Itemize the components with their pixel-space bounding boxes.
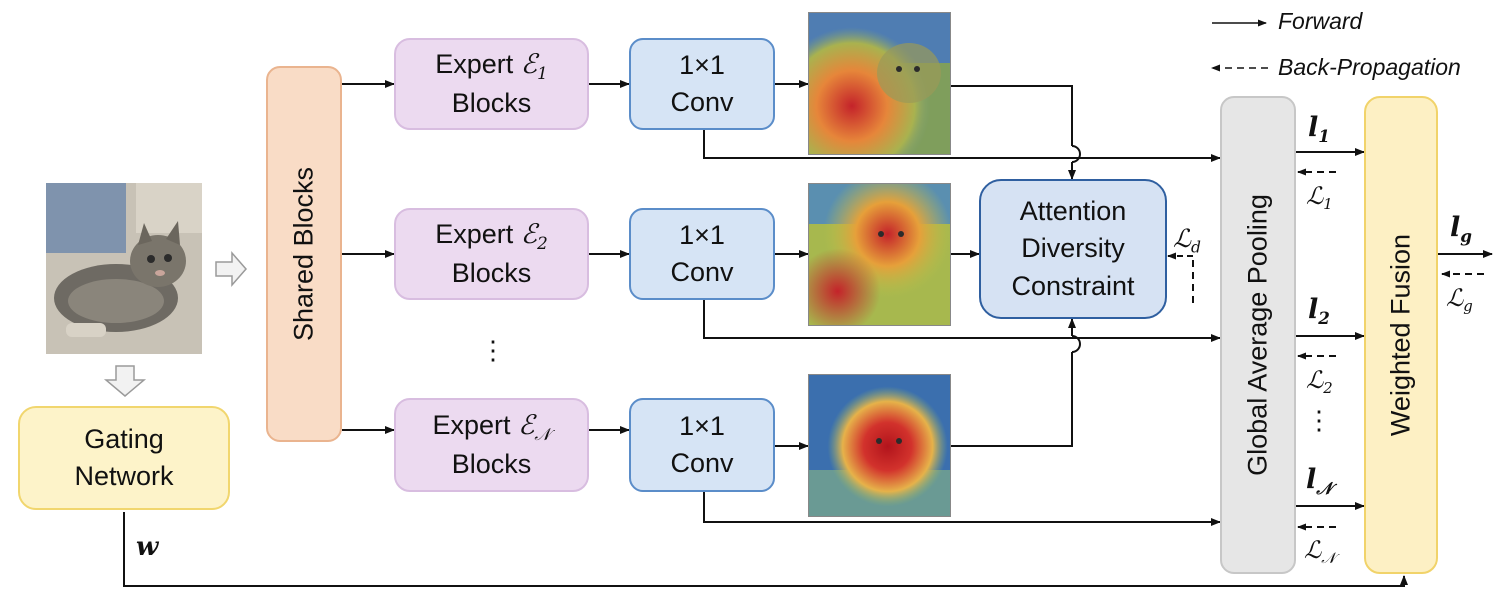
attention-line2: Diversity xyxy=(1021,233,1125,264)
global-loss-label: ℒg xyxy=(1446,284,1473,316)
legend-forward-label: Forward xyxy=(1278,8,1363,34)
global-logit-label: lg xyxy=(1450,212,1472,246)
attention-heatmap-2 xyxy=(808,183,951,326)
expert-1-symbol: ℰ xyxy=(520,48,538,80)
expert-n-title: Expert ℰ𝒩 xyxy=(432,409,551,444)
gating-weights-label: w xyxy=(136,532,159,562)
logits-ellipsis: ⋮ xyxy=(1306,405,1332,435)
gating-network-box: Gating Network xyxy=(18,406,230,510)
loss-1-label: ℒ1 xyxy=(1306,182,1333,214)
loss-2-label: ℒ2 xyxy=(1306,366,1333,398)
expert-n-subscript: 𝒩 xyxy=(534,423,551,444)
experts-ellipsis: ⋮ xyxy=(480,335,506,365)
expert-block-n: Expert ℰ𝒩 Blocks xyxy=(394,398,589,492)
input-cat-image xyxy=(46,183,202,354)
expert-1-blocks-label: Blocks xyxy=(451,87,532,118)
conv-2-line2: Conv xyxy=(670,257,734,287)
conv-2-line1: 1×1 xyxy=(679,219,725,250)
shared-blocks-label: Shared Blocks xyxy=(288,166,319,342)
weighted-fusion-box xyxy=(1364,96,1438,574)
conv-box-2: 1×1 Conv xyxy=(629,208,775,300)
attention-heatmap-n xyxy=(808,374,951,517)
attention-line3: Constraint xyxy=(1011,270,1135,301)
conv-1-line1: 1×1 xyxy=(679,49,725,80)
input-to-shared-arrow xyxy=(215,251,247,287)
expert-2-symbol: ℰ xyxy=(520,218,538,250)
expert-2-subscript: 2 xyxy=(537,232,548,253)
expert-n-blocks-label: Blocks xyxy=(451,448,532,479)
conv-box-1: 1×1 Conv xyxy=(629,38,775,130)
expert-block-2: Expert ℰ2 Blocks xyxy=(394,208,589,300)
expert-n-symbol: ℰ xyxy=(518,409,535,441)
conv-n-line2: Conv xyxy=(670,448,734,478)
attention-heatmap-1 xyxy=(808,12,951,155)
conv-box-n: 1×1 Conv xyxy=(629,398,775,492)
attention-diversity-constraint-box: Attention Diversity Constraint xyxy=(979,179,1167,319)
expert-2-title: Expert ℰ2 xyxy=(435,218,548,253)
expert-1-subscript: 1 xyxy=(537,62,548,83)
legend-backprop-label: Back-Propagation xyxy=(1278,54,1461,80)
expert-2-blocks-label: Blocks xyxy=(451,257,532,288)
weighted-fusion-label: Weighted Fusion xyxy=(1385,233,1416,437)
diversity-loss-label: ℒd xyxy=(1173,224,1201,257)
attention-line1: Attention xyxy=(1019,196,1127,227)
gating-label-line1: Gating xyxy=(84,423,164,454)
logit-1-label: l1 xyxy=(1308,112,1330,146)
logit-n-label: l𝒩 xyxy=(1306,464,1333,498)
shared-blocks-box xyxy=(266,66,342,442)
logit-2-label: l2 xyxy=(1308,294,1330,328)
global-average-pooling-box xyxy=(1220,96,1296,574)
expert-block-1: Expert ℰ1 Blocks xyxy=(394,38,589,130)
loss-n-label: ℒ𝒩 xyxy=(1304,536,1336,568)
conv-1-line2: Conv xyxy=(670,87,734,117)
conv-n-line1: 1×1 xyxy=(679,410,725,441)
global-average-pooling-label: Global Average Pooling xyxy=(1242,194,1273,476)
gating-label-line2: Network xyxy=(74,461,174,491)
expert-1-title: Expert ℰ1 xyxy=(435,48,548,83)
input-to-gating-arrow xyxy=(103,365,147,397)
